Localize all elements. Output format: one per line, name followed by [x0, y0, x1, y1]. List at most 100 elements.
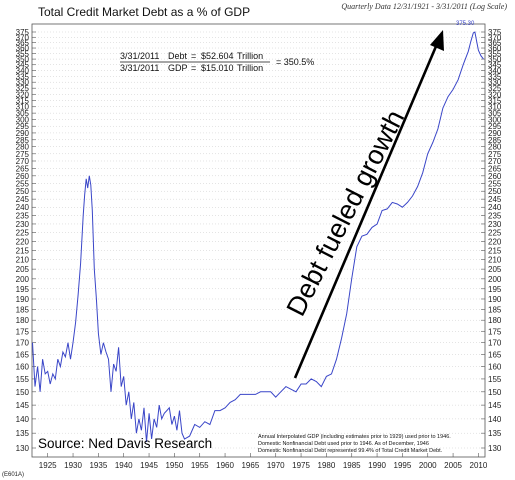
- x-tick-label: 2000: [419, 461, 437, 470]
- y-tick-label: 130: [488, 444, 502, 453]
- y-tick-label: 150: [16, 388, 30, 397]
- y-tick-label: 200: [16, 275, 30, 284]
- y-tick-label: 155: [16, 375, 30, 384]
- x-tick-label: 1970: [267, 461, 285, 470]
- y-tick-label: 295: [16, 122, 30, 131]
- y-tick-label: 265: [16, 164, 30, 173]
- y-tick-label: 355: [16, 50, 30, 59]
- y-tick-label: 335: [488, 72, 502, 81]
- y-tick-label: 325: [16, 84, 30, 93]
- x-tick-label: 1950: [165, 461, 183, 470]
- x-tick-label: 1945: [140, 461, 158, 470]
- x-tick-label: 1960: [216, 461, 234, 470]
- y-tick-label: 345: [16, 61, 30, 70]
- y-tick-label: 265: [488, 164, 502, 173]
- trend-arrow-shaft: [293, 43, 439, 379]
- plot-frame: [31, 23, 486, 458]
- y-tick-label: 350: [488, 55, 502, 64]
- y-tick-label: 330: [16, 78, 30, 87]
- calc-box: 3/31/2011 Debt = $52.604 Trillion 3/31/2…: [120, 51, 314, 73]
- y-tick-label: 365: [488, 39, 502, 48]
- y-tick-label: 315: [16, 96, 30, 105]
- x-tick-label: 1940: [115, 461, 133, 470]
- y-tick-label: 275: [16, 150, 30, 159]
- y-tick-label: 145: [16, 401, 30, 410]
- x-tick-label: 2005: [444, 461, 462, 470]
- y-tick-label: 290: [16, 129, 30, 138]
- calc-line-2-value: $15.010: [201, 63, 234, 73]
- x-tick-label: 1965: [241, 461, 259, 470]
- y-tick-label: 225: [488, 229, 502, 238]
- calc-line-1-value: $52.604: [201, 51, 234, 61]
- y-tick-label: 340: [16, 66, 30, 75]
- y-tick-label: 205: [488, 265, 502, 274]
- y-tick-label: 295: [488, 122, 502, 131]
- y-tick-label: 305: [488, 109, 502, 118]
- calc-line-2-eq: =: [191, 63, 196, 73]
- x-tick-labels: 1925 1930 1935 1940 1945 1950 1955 1960 1965 1970…: [39, 461, 488, 470]
- y-tick-label: 170: [16, 339, 30, 348]
- x-tick-label: 1955: [191, 461, 209, 470]
- y-tick-label: 210: [488, 256, 502, 265]
- y-tick-label: 215: [16, 246, 30, 255]
- y-tick-label: 310: [488, 103, 502, 112]
- y-tick-label: 160: [16, 362, 30, 371]
- y-tick-label: 130: [16, 444, 30, 453]
- y-tick-label: 135: [16, 429, 30, 438]
- corner-code: (E601A): [2, 472, 24, 478]
- x-tick-label: 1995: [394, 461, 412, 470]
- y-tick-label: 280: [488, 143, 502, 152]
- y-tick-label: 260: [16, 172, 30, 181]
- debt-to-gdp-line: [32, 31, 484, 443]
- y-tick-label: 320: [16, 90, 30, 99]
- y-tick-label: 375: [16, 28, 30, 37]
- y-tick-label: 370: [16, 33, 30, 42]
- y-tick-label: 350: [16, 55, 30, 64]
- y-tick-label: 375: [488, 28, 502, 37]
- y-tick-label: 360: [16, 44, 30, 53]
- y-tick-label: 150: [488, 388, 502, 397]
- footnote-line-1: Annual Interpolated GDP (including estim…: [258, 434, 451, 440]
- trend-arrow-head: [430, 30, 444, 51]
- y-tick-label: 335: [16, 72, 30, 81]
- y-tick-label: 190: [16, 295, 30, 304]
- y-tick-label: 170: [488, 339, 502, 348]
- x-tick-label: 1980: [318, 461, 336, 470]
- chart-subtitle: Quarterly Data 12/31/1921 - 3/31/2011 (L…: [341, 2, 507, 11]
- chart-title: Total Credit Market Debt as a % of GDP: [38, 5, 250, 19]
- y-tick-label: 215: [488, 246, 502, 255]
- y-tick-label: 240: [16, 203, 30, 212]
- y-tick-label: 160: [488, 362, 502, 371]
- y-tick-label: 180: [16, 316, 30, 325]
- y-tick-label: 345: [488, 61, 502, 70]
- y-tick-label: 140: [16, 415, 30, 424]
- y-tick-label: 175: [16, 327, 30, 336]
- footnote-line-3: Domestic Nonfinancial Debt represented 9…: [258, 448, 443, 454]
- y-tick-label: 315: [488, 96, 502, 105]
- y-tick-label: 165: [16, 350, 30, 359]
- y-tick-label: 365: [16, 39, 30, 48]
- y-tick-label: 250: [488, 187, 502, 196]
- y-tick-labels-left: 130 135 140 145 150 155 160 165 170 175 180 1851901…: [16, 28, 30, 453]
- y-tick-label: 140: [488, 415, 502, 424]
- y-tick-label: 230: [488, 220, 502, 229]
- y-tick-label: 175: [488, 327, 502, 336]
- y-tick-label: 245: [16, 195, 30, 204]
- y-tick-label: 190: [488, 295, 502, 304]
- y-tick-label: 165: [488, 350, 502, 359]
- y-tick-label: 240: [488, 203, 502, 212]
- y-tick-label: 285: [488, 136, 502, 145]
- y-tick-label: 325: [488, 84, 502, 93]
- y-tick-label: 270: [488, 157, 502, 166]
- y-tick-label: 155: [488, 375, 502, 384]
- ratio-value: = 350.5%: [276, 57, 314, 67]
- calc-line-1-unit: Trillion: [237, 51, 263, 61]
- trend-annotation: Debt fueled growth: [281, 105, 411, 321]
- y-tick-label: 230: [16, 220, 30, 229]
- y-tick-label: 305: [16, 109, 30, 118]
- y-tick-labels-right: 130 135 140 145 150 155 160 165 170 175 180 1851901…: [488, 28, 502, 453]
- x-tick-label: 1925: [39, 461, 57, 470]
- y-tick-label: 320: [488, 90, 502, 99]
- x-tick-label: 2010: [470, 461, 488, 470]
